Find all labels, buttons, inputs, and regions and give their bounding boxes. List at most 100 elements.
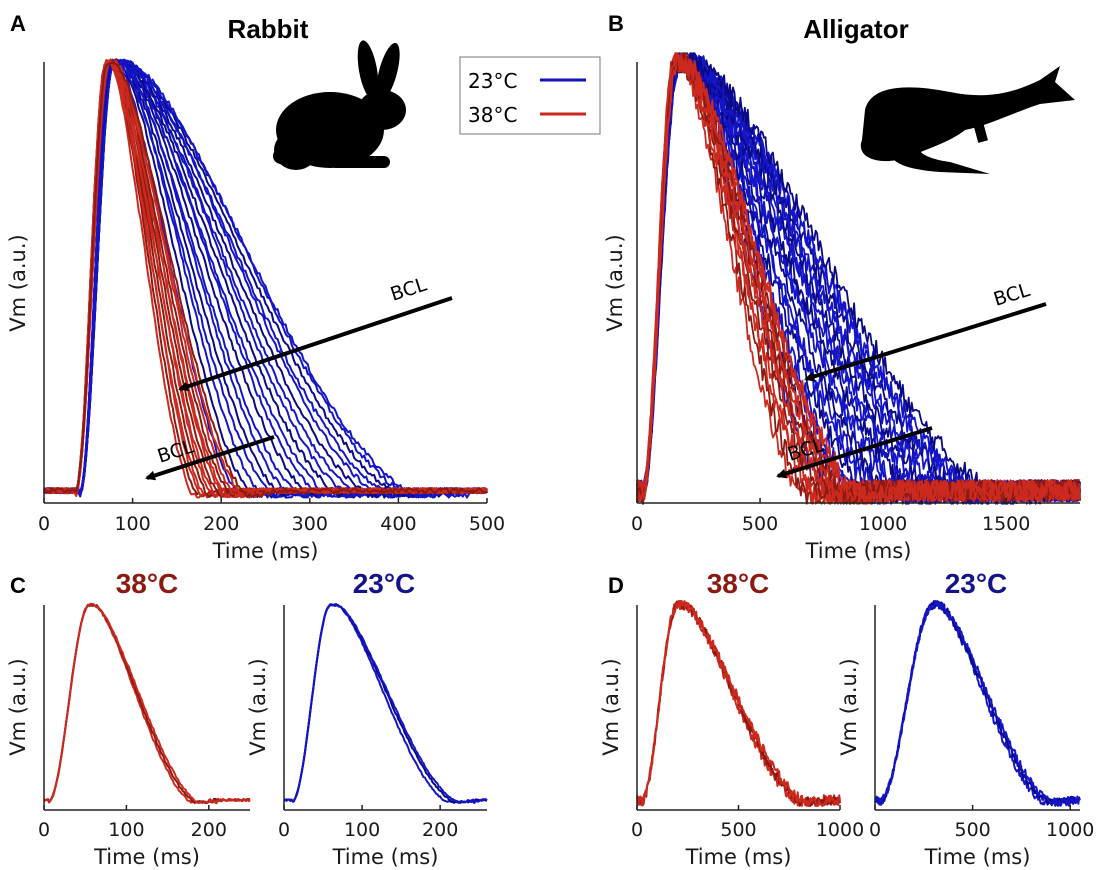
legend-label-38: 38°C [468, 103, 517, 127]
panel-c-38-title: 38°C [116, 568, 179, 599]
panel-d-23-axes: 0 500 1000 Time (ms) Vm (a.u.) [837, 605, 1094, 869]
x-tick-label-c38-0: 0 [38, 819, 50, 841]
panel-d-23-title: 23°C [945, 568, 1008, 599]
trace-a-38c-13 [43, 61, 487, 499]
trace-c38-38c-2 [43, 603, 251, 805]
rabbit-silhouette-icon [273, 40, 406, 170]
panel-b-traces [636, 52, 1081, 505]
panel-a-traces [43, 58, 488, 499]
panel-c-23-title: 23°C [353, 568, 416, 599]
panel-d-23-plot: 0 500 1000 Time (ms) Vm (a.u.) [837, 600, 1094, 869]
panel-d-38-traces [636, 600, 841, 807]
y-axis-label-d38: Vm (a.u.) [599, 658, 623, 755]
trace-b-23c-1 [636, 52, 1081, 505]
y-axis-label-a: Vm (a.u.) [6, 234, 30, 331]
y-axis-label-d23: Vm (a.u.) [837, 658, 861, 755]
panel-d-38-axes: 0 500 1000 Time (ms) Vm (a.u.) [599, 605, 864, 869]
x-tick-label-a-200: 200 [203, 513, 239, 535]
x-tick-label-a-400: 400 [380, 513, 416, 535]
x-axis-label-c38: Time (ms) [93, 845, 200, 869]
panel-a-axes: 0 100 200 300 400 500 Time (ms) Vm (a.u.) [6, 62, 505, 563]
x-tick-label-c23-0: 0 [278, 819, 290, 841]
x-tick-label-c23-100: 100 [344, 819, 380, 841]
trace-d23-23c-2 [874, 600, 1081, 807]
x-tick-label-c38-100: 100 [108, 819, 144, 841]
panel-c-38-axes: 0 100 200 Time (ms) Vm (a.u.) [6, 605, 250, 869]
x-tick-label-b-1000: 1000 [859, 513, 907, 535]
panel-b-title: Alligator [803, 14, 908, 44]
bcl-label-a-upper: BCL [388, 273, 430, 305]
trace-c23-23c-0 [283, 603, 488, 804]
y-axis-label-c38: Vm (a.u.) [6, 658, 30, 755]
x-axis-label-c23: Time (ms) [332, 845, 439, 869]
panel-c-23-traces [283, 603, 488, 804]
panel-letter-d: D [608, 573, 624, 598]
trace-b-23c-12 [636, 52, 1081, 505]
x-axis-label-a: Time (ms) [212, 539, 319, 563]
x-tick-label-d23-0: 0 [869, 819, 881, 841]
bcl-label-b-upper: BCL [991, 279, 1033, 311]
x-tick-label-a-300: 300 [292, 513, 328, 535]
x-tick-label-d38-500: 500 [720, 819, 756, 841]
x-tick-label-d38-0: 0 [631, 819, 643, 841]
panel-c-38-traces [43, 603, 251, 805]
trace-b-23c-3 [636, 52, 1081, 505]
x-tick-label-d38-1000: 1000 [816, 819, 864, 841]
trace-b-38c-10 [636, 52, 1081, 505]
trace-b-23c-5 [636, 52, 1081, 505]
x-tick-label-d23-500: 500 [954, 819, 990, 841]
panel-a-plot: 0 100 200 300 400 500 Time (ms) Vm (a.u.) [6, 58, 505, 563]
x-tick-label-d23-1000: 1000 [1046, 819, 1094, 841]
panel-letter-a: A [10, 11, 26, 36]
x-axis-label-b: Time (ms) [805, 539, 912, 563]
panel-b-plot: 0 500 1000 1500 Time (ms) Vm (a.u.) [603, 52, 1081, 563]
alligator-silhouette-icon [860, 66, 1075, 174]
panel-c-38-plot: 0 100 200 Time (ms) Vm (a.u.) [6, 603, 251, 869]
trace-b-23c-2 [636, 52, 1081, 505]
panel-d-38-plot: 0 500 1000 Time (ms) Vm (a.u.) [599, 600, 864, 869]
trace-b-38c-11 [636, 52, 1081, 505]
panel-a-title: Rabbit [228, 14, 309, 44]
panel-b-axes: 0 500 1000 1500 Time (ms) Vm (a.u.) [603, 62, 1080, 563]
panel-d-38-title: 38°C [707, 568, 770, 599]
panel-letter-b: B [608, 11, 624, 36]
x-tick-label-b-500: 500 [742, 513, 778, 535]
x-tick-label-a-100: 100 [114, 513, 150, 535]
panel-d-23-traces [874, 600, 1081, 807]
trace-b-23c-14 [636, 52, 1081, 505]
trace-c38-38c-0 [43, 603, 251, 804]
legend: 23°C 38°C [459, 56, 601, 135]
trace-b-38c-2 [636, 52, 1080, 505]
x-tick-label-a-500: 500 [469, 513, 505, 535]
trace-c23-23c-2 [283, 603, 488, 804]
trace-b-23c-19 [636, 52, 1081, 505]
trace-b-23c-8 [636, 52, 1081, 505]
trace-d38-38c-2 [636, 600, 841, 807]
panel-letter-c: C [10, 573, 26, 598]
x-tick-label-c23-200: 200 [422, 819, 458, 841]
x-axis-label-d38: Time (ms) [685, 845, 792, 869]
trace-b-38c-9 [636, 52, 1081, 505]
trace-b-23c-10 [636, 52, 1081, 505]
x-tick-label-a-0: 0 [38, 513, 50, 535]
x-tick-label-b-0: 0 [631, 513, 643, 535]
trace-b-23c-13 [636, 52, 1081, 505]
trace-b-38c-12 [636, 52, 1081, 505]
trace-c38-38c-1 [43, 603, 251, 805]
x-tick-label-b-1500: 1500 [982, 513, 1030, 535]
y-axis-label-b: Vm (a.u.) [603, 234, 627, 331]
trace-b-23c-15 [636, 52, 1081, 505]
trace-c23-23c-1 [283, 603, 488, 804]
trace-b-23c-7 [636, 52, 1081, 505]
x-axis-label-d23: Time (ms) [924, 845, 1031, 869]
legend-label-23: 23°C [468, 69, 517, 93]
trace-b-38c-0 [636, 52, 1081, 505]
panel-c-23-axes: 0 100 200 Time (ms) Vm (a.u.) [246, 605, 487, 869]
trace-b-23c-17 [636, 52, 1081, 505]
x-tick-label-c38-200: 200 [191, 819, 227, 841]
trace-b-38c-4 [636, 52, 1081, 505]
trace-b-38c-8 [636, 52, 1081, 505]
y-axis-label-c23: Vm (a.u.) [246, 658, 270, 755]
panel-c-23-plot: 0 100 200 Time (ms) Vm (a.u.) [246, 603, 488, 869]
